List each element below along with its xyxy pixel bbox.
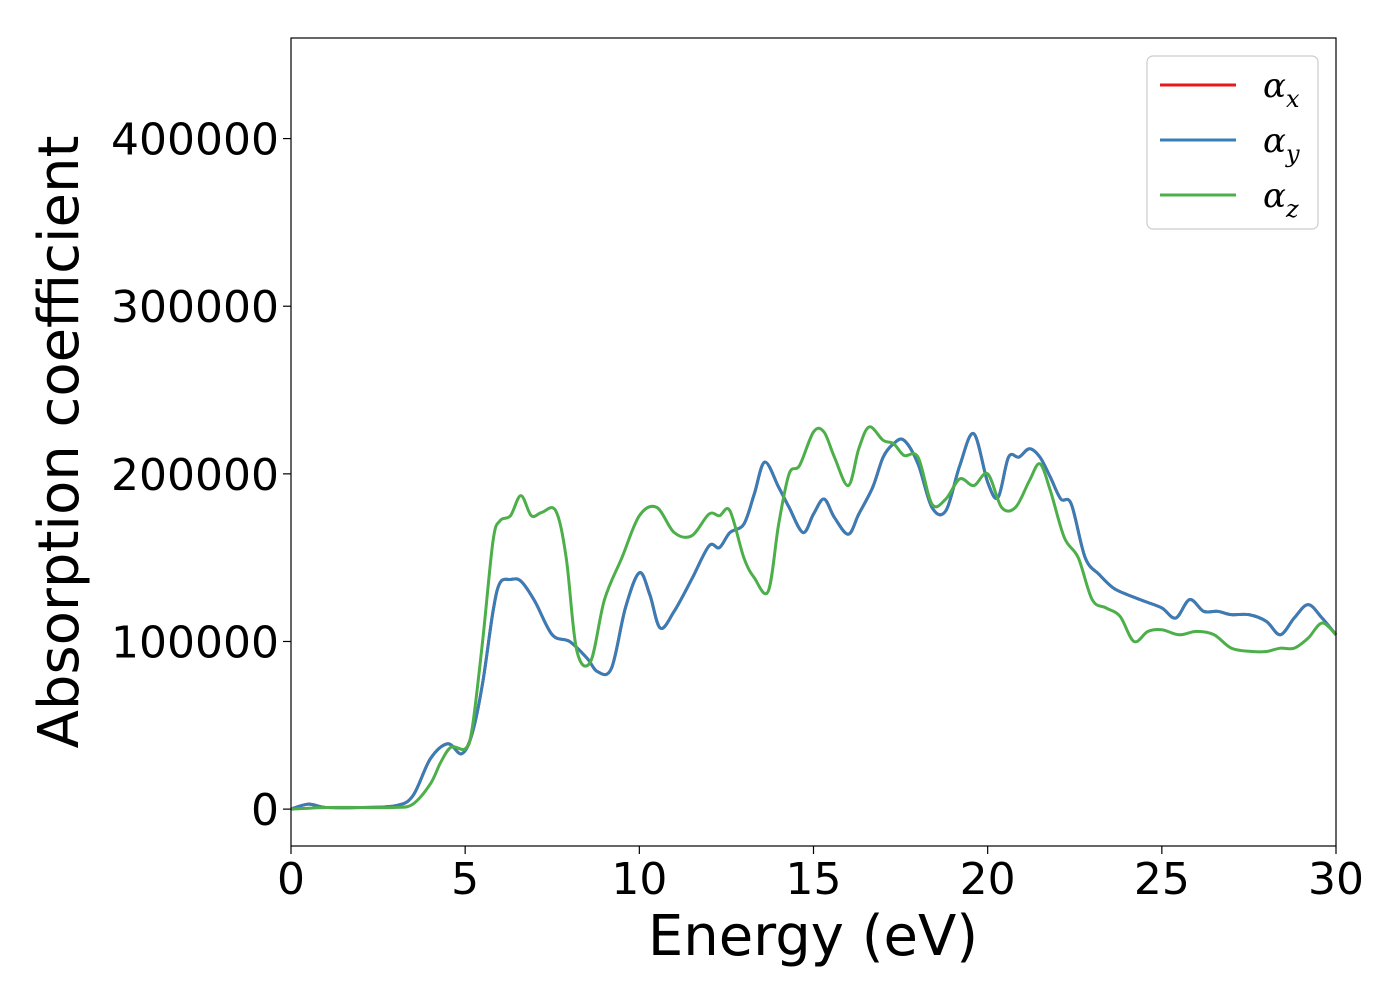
legend-label-z: αz	[1263, 176, 1299, 223]
x-tick-label: 30	[1308, 854, 1364, 905]
series-lines	[290, 425, 1338, 811]
y-tick-label: 200000	[111, 450, 279, 501]
series-line-y	[290, 432, 1338, 811]
x-tick-label: 5	[451, 854, 479, 905]
legend-label-x: αx	[1263, 66, 1300, 113]
series-line-z	[290, 425, 1338, 811]
y-tick-label: 300000	[111, 282, 279, 333]
x-tick-label: 15	[786, 854, 842, 905]
x-tick-label: 0	[277, 854, 305, 905]
x-tick-label: 10	[611, 854, 667, 905]
x-axis: 0 5 10 15 20 25 30	[277, 846, 1364, 905]
legend: αx αy αz	[1146, 55, 1319, 230]
x-tick-label: 25	[1134, 854, 1190, 905]
y-tick-label: 100000	[111, 617, 279, 668]
y-axis-title: Absorption coefficient	[27, 136, 92, 749]
x-tick-label: 20	[960, 854, 1016, 905]
y-tick-label: 400000	[111, 115, 279, 166]
legend-box	[1146, 55, 1319, 230]
x-axis-title: Energy (eV)	[648, 904, 978, 969]
y-tick-label: 0	[251, 785, 279, 836]
legend-label-y: αy	[1263, 121, 1300, 168]
y-axis: 0 100000 200000 300000 400000	[111, 115, 291, 836]
